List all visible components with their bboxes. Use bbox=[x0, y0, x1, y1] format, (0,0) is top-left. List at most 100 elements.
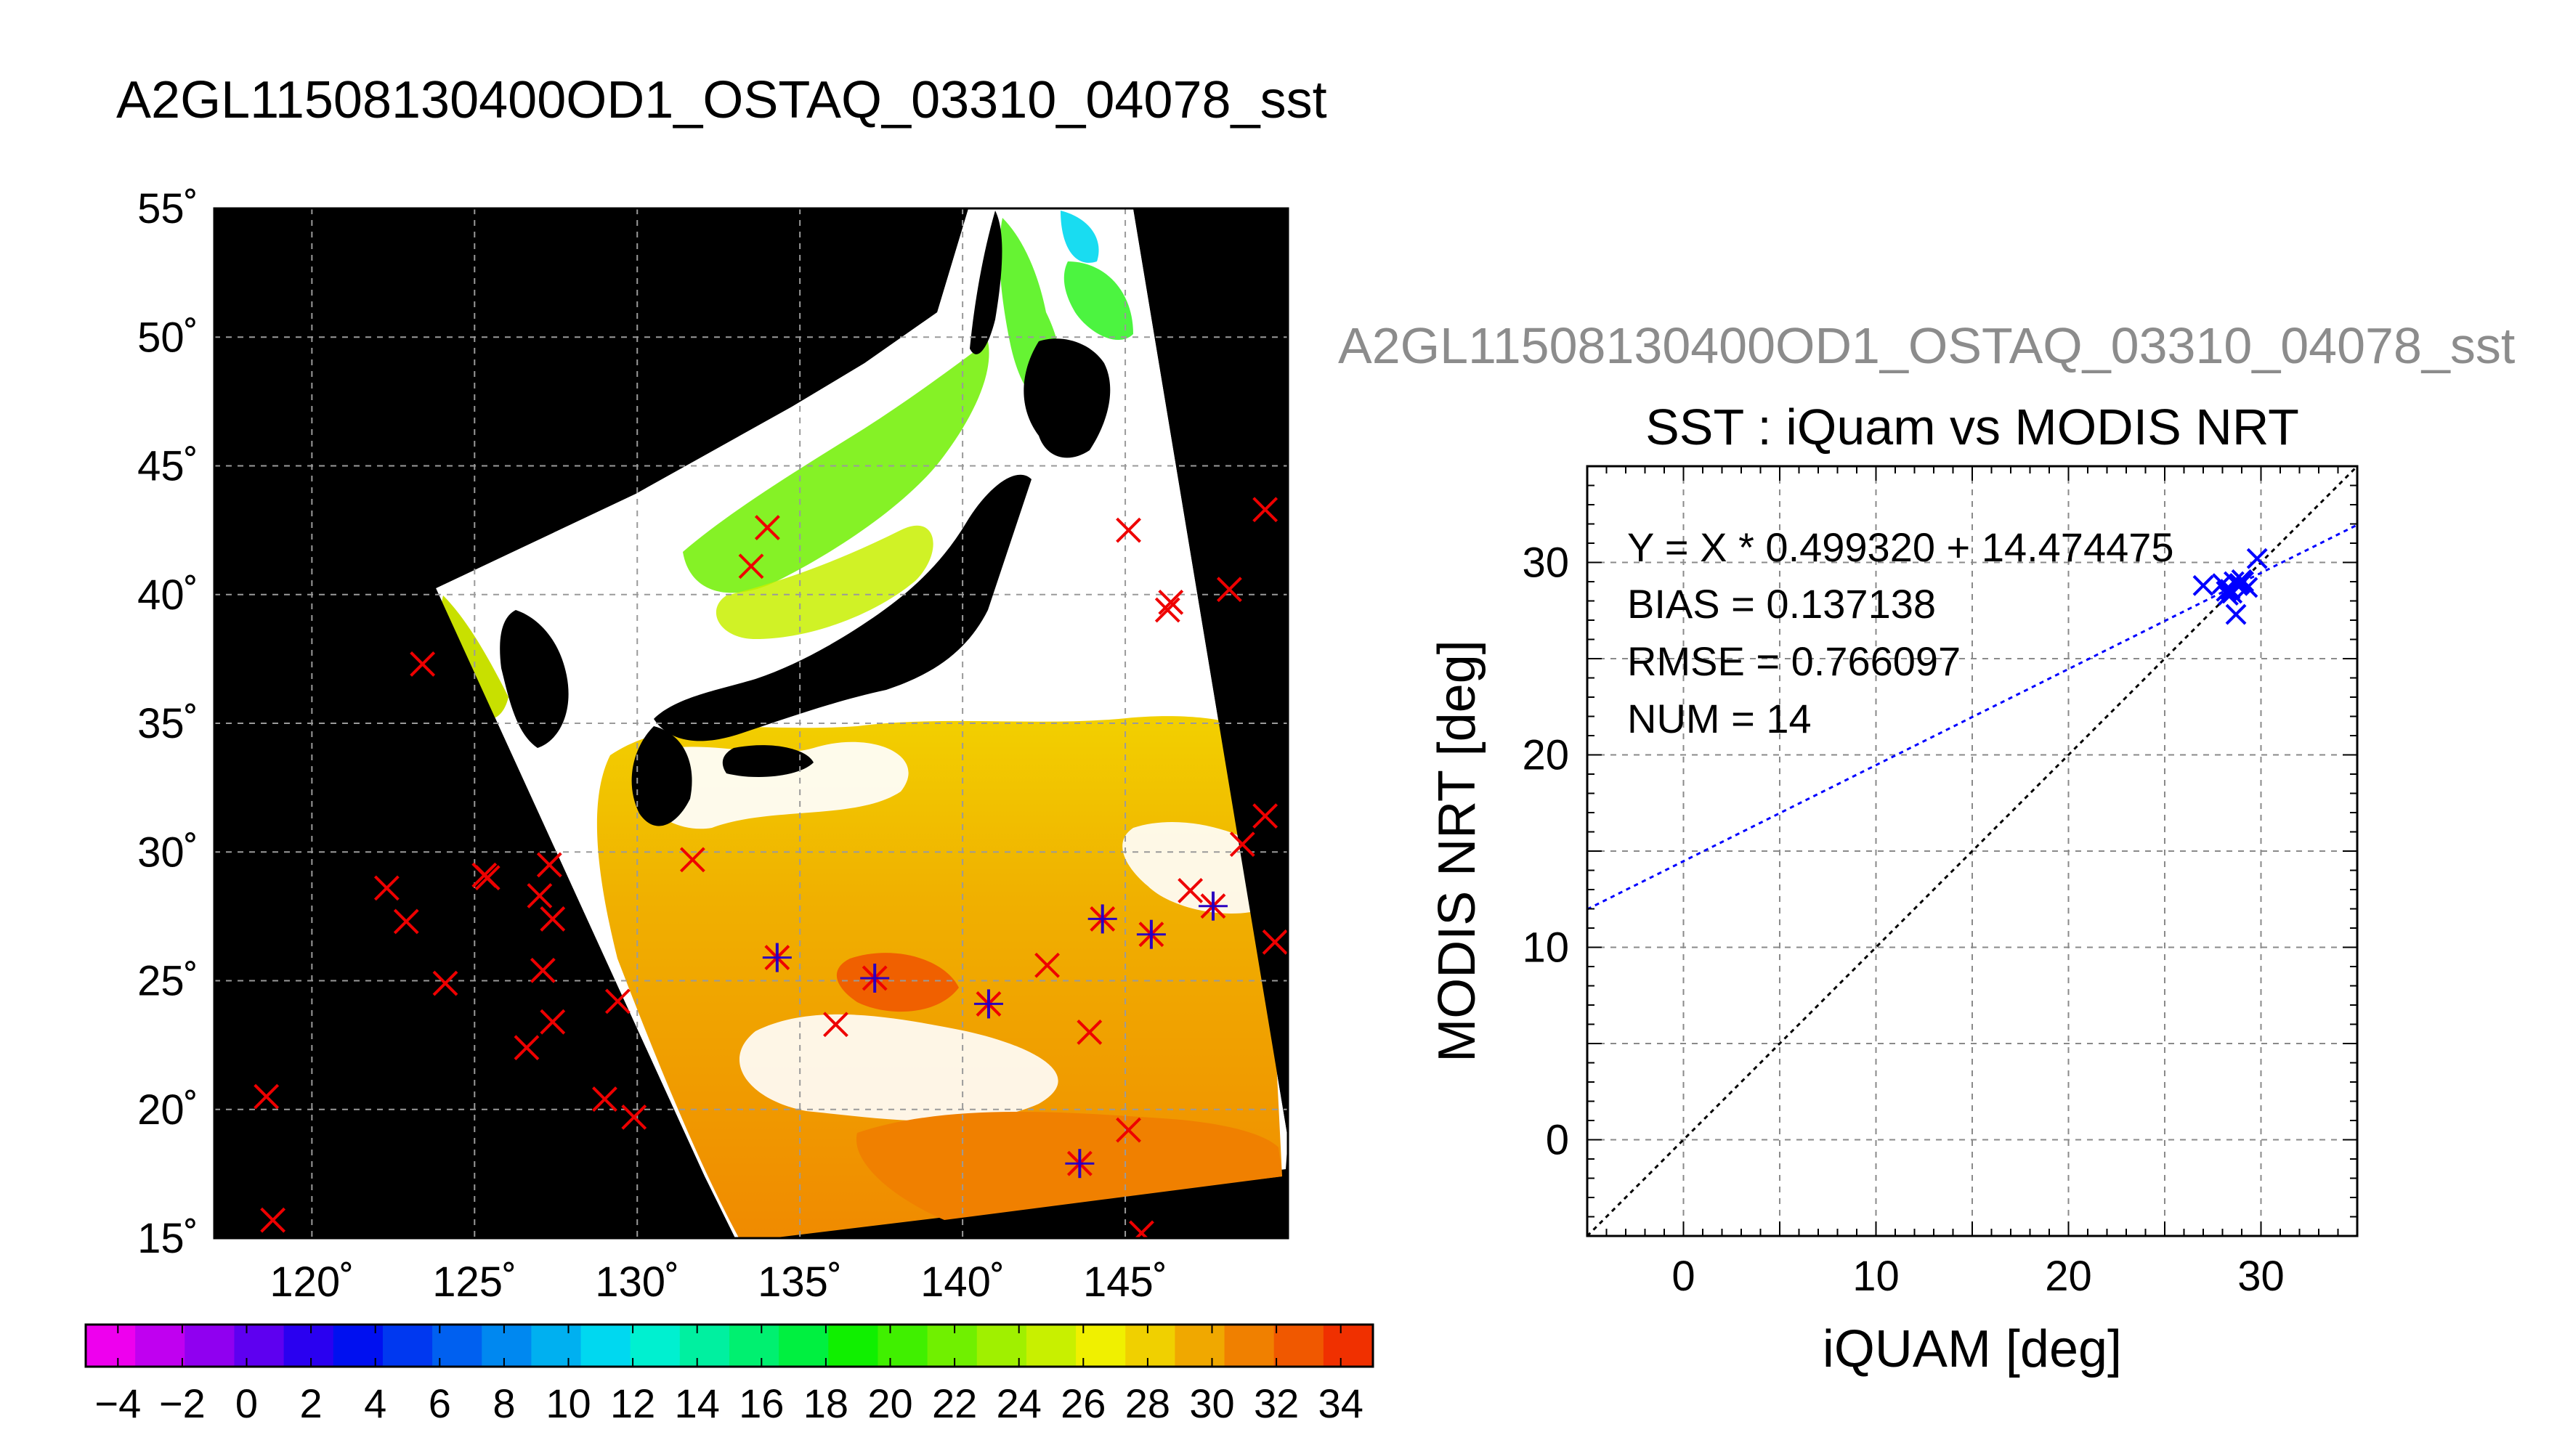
map-red-x-marker bbox=[432, 970, 458, 996]
stats-line-2: BIAS = 0.137138 bbox=[1627, 581, 1936, 627]
colorbar-segment bbox=[828, 1325, 879, 1367]
map-red-x-marker bbox=[514, 1035, 540, 1061]
map-red-x-marker bbox=[527, 883, 553, 908]
scatter-y-tick-label: 0 bbox=[1546, 1117, 1569, 1164]
secondary-title: A2GL11508130400OD1_OSTAQ_03310_04078_sst bbox=[1338, 317, 2515, 374]
map-red-x-marker bbox=[530, 957, 556, 983]
map-blue-star-marker bbox=[1198, 891, 1228, 921]
outside-swath-west bbox=[214, 588, 735, 1238]
sst-cloud-patch-3 bbox=[1122, 821, 1268, 914]
colorbar-tick-label: 6 bbox=[429, 1380, 451, 1426]
map-gridlines bbox=[214, 208, 1288, 1238]
colorbar-segment bbox=[432, 1325, 482, 1367]
map-red-x-marker bbox=[474, 865, 501, 891]
map-blue-star-marker bbox=[973, 989, 1003, 1019]
colorbar-segment bbox=[1076, 1325, 1126, 1367]
map-red-x-marker bbox=[1229, 831, 1255, 858]
land-mainland bbox=[214, 208, 968, 588]
colorbar-frame bbox=[84, 1323, 1374, 1368]
map-red-x-marker bbox=[679, 847, 705, 873]
colorbar-segment bbox=[1125, 1325, 1175, 1367]
map-markers bbox=[254, 497, 1288, 1238]
map-red-x-marker bbox=[738, 553, 764, 579]
map-blue-star-marker bbox=[1087, 904, 1117, 934]
scatter-y-tick-label: 30 bbox=[1522, 540, 1569, 587]
map-red-x-marker bbox=[823, 1012, 848, 1038]
map-lon-tick-label: 140˚ bbox=[920, 1258, 1005, 1306]
map-frame bbox=[213, 207, 1289, 1240]
colorbar-segment bbox=[382, 1325, 433, 1367]
stats-line-1: Y = X * 0.499320 + 14.474475 bbox=[1627, 524, 2174, 570]
scatter-x-tick-label: 20 bbox=[2045, 1253, 2092, 1300]
colorbar-tick-label: 2 bbox=[300, 1380, 323, 1426]
scatter-plot: SST : iQuam vs MODIS NRT 0 10 20 300102030 … bbox=[1428, 399, 2359, 1378]
stats-line-4: NUM = 14 bbox=[1627, 696, 1812, 741]
land-hokkaido bbox=[1024, 338, 1111, 458]
sst-ne-green bbox=[1063, 261, 1133, 341]
colorbar-tick-label: 26 bbox=[1061, 1380, 1106, 1426]
map-red-x-marker bbox=[393, 908, 419, 935]
land-kyushu bbox=[631, 726, 692, 826]
scatter-point bbox=[2192, 574, 2214, 596]
map-lat-tick-label: 20˚ bbox=[137, 1086, 198, 1134]
map-lon-tick-label: 120˚ bbox=[270, 1258, 354, 1306]
scatter-point bbox=[2237, 577, 2258, 598]
map-red-x-marker bbox=[1252, 803, 1278, 829]
sst-cloud-patch bbox=[636, 741, 909, 829]
x-axis-label: iQUAM [deg] bbox=[1823, 1320, 2122, 1378]
map-red-x-marker bbox=[540, 906, 566, 932]
scatter-y-tick-label: 10 bbox=[1522, 924, 1569, 972]
colorbar-segment bbox=[679, 1325, 730, 1367]
colorbar-segment bbox=[234, 1325, 285, 1367]
scatter-points bbox=[2192, 548, 2268, 625]
colorbar-tick-label: 34 bbox=[1318, 1380, 1363, 1426]
map-red-x-marker bbox=[1178, 878, 1204, 903]
sst-hot-spot bbox=[836, 953, 959, 1012]
colorbar-segment bbox=[283, 1325, 334, 1367]
map-red-x-marker bbox=[592, 1086, 617, 1112]
map-red-x-marker bbox=[621, 1104, 647, 1130]
colorbar-segment bbox=[779, 1325, 829, 1367]
map-blue-star-marker bbox=[860, 963, 890, 993]
colorbar-tick-label: 10 bbox=[546, 1380, 591, 1426]
map-lon-tick-label: 145˚ bbox=[1083, 1258, 1167, 1306]
map-lon-tick-label: 130˚ bbox=[595, 1258, 679, 1306]
colorbar-tick-label: 28 bbox=[1125, 1380, 1170, 1426]
colorbar-tick-label: 8 bbox=[493, 1380, 515, 1426]
colorbar-tick-label: 14 bbox=[675, 1380, 720, 1426]
main-title: A2GL11508130400OD1_OSTAQ_03310_04078_sst bbox=[116, 71, 1327, 129]
sst-cloud-patch-2 bbox=[739, 1014, 1058, 1121]
map-tick-labels: 120˚ 125˚ 130˚ 135˚ 140˚ 145˚ 55˚ 50˚ 45˚ 40˚ 35˚ 3… bbox=[137, 185, 1167, 1306]
colorbar-tick-label: 30 bbox=[1189, 1380, 1234, 1426]
map-blue-star-marker bbox=[762, 943, 792, 972]
colorbar-segment bbox=[135, 1325, 185, 1367]
colorbar-segment bbox=[580, 1325, 631, 1367]
map-red-x-marker bbox=[1154, 597, 1180, 623]
colorbar-segment bbox=[185, 1325, 235, 1367]
map-red-x-marker bbox=[1116, 517, 1141, 543]
map-red-x-marker bbox=[1262, 929, 1288, 955]
colorbar-segment bbox=[531, 1325, 582, 1367]
map-red-x-marker bbox=[1252, 497, 1278, 523]
colorbar-segment bbox=[1224, 1325, 1275, 1367]
colorbar-segment bbox=[927, 1325, 978, 1367]
colorbar-tick-label: 12 bbox=[610, 1380, 655, 1426]
land-honshu bbox=[654, 474, 1032, 741]
map-lat-tick-label: 55˚ bbox=[137, 185, 198, 232]
map-red-x-marker bbox=[254, 1083, 280, 1110]
map-blue-star-marker bbox=[1065, 1149, 1095, 1179]
colorbar-segment bbox=[878, 1325, 928, 1367]
map-red-x-marker bbox=[1216, 577, 1242, 603]
colorbar-tick-label: 32 bbox=[1254, 1380, 1299, 1426]
land-korea bbox=[500, 610, 569, 748]
colorbar-segment bbox=[86, 1325, 136, 1367]
scatter-gridlines bbox=[1587, 466, 2357, 1236]
colorbar-segment bbox=[1175, 1325, 1225, 1367]
colorbar-tick-label: 18 bbox=[803, 1380, 848, 1426]
map-red-x-marker bbox=[1129, 1220, 1154, 1238]
map-red-x-marker bbox=[754, 515, 780, 540]
map-red-x-marker bbox=[604, 988, 631, 1014]
scatter-x-tick-label: 30 bbox=[2237, 1253, 2285, 1300]
